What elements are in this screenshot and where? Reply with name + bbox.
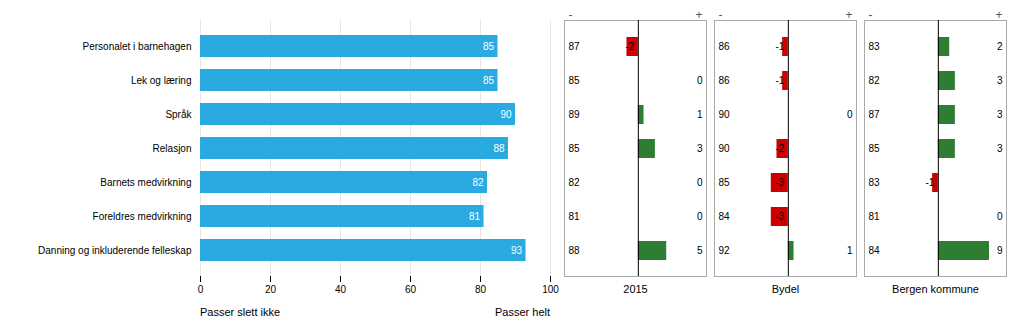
svg-text:+: + [845,8,852,22]
svg-text:-3: -3 [775,177,784,188]
svg-text:89: 89 [569,109,581,120]
svg-text:3: 3 [997,75,1003,86]
svg-text:92: 92 [719,245,731,256]
svg-text:87: 87 [869,109,881,120]
svg-text:Personalet i barnehagen: Personalet i barnehagen [83,41,192,52]
html-text:Passer helt: Passer helt [495,306,550,318]
svg-text:2: 2 [997,41,1003,52]
svg-text:-: - [719,8,723,22]
svg-text:0: 0 [997,211,1003,222]
svg-text:9: 9 [997,245,1003,256]
svg-text:82: 82 [869,75,881,86]
svg-text:+: + [695,8,702,22]
svg-text:100: 100 [542,284,559,295]
svg-text:Foreldres medvirkning: Foreldres medvirkning [93,211,192,222]
svg-text:85: 85 [719,177,731,188]
svg-text:85: 85 [569,143,581,154]
svg-text:-1: -1 [775,41,784,52]
svg-text:0: 0 [847,109,853,120]
svg-text:93: 93 [511,245,523,256]
svg-text:3: 3 [697,143,703,154]
svg-text:1: 1 [697,109,703,120]
svg-text:Bydel: Bydel [772,283,800,295]
svg-text:85: 85 [869,143,881,154]
svg-text:82: 82 [472,177,484,188]
svg-text:90: 90 [719,109,731,120]
svg-text:-3: -3 [775,211,784,222]
svg-text:20: 20 [265,284,277,295]
svg-text:+: + [995,8,1002,22]
svg-text:88: 88 [493,143,505,154]
svg-text:Relasjon: Relasjon [153,143,192,154]
svg-text:Lek og læring: Lek og læring [131,75,192,86]
svg-text:Barnets medvirkning: Barnets medvirkning [100,177,191,188]
svg-text:-1: -1 [925,177,934,188]
svg-text:1: 1 [847,245,853,256]
svg-text:85: 85 [569,75,581,86]
svg-text:-: - [869,8,873,22]
svg-text:5: 5 [697,245,703,256]
svg-text:85: 85 [483,75,495,86]
svg-text:88: 88 [569,245,581,256]
svg-text:84: 84 [869,245,881,256]
html-text:Passer slett ikke: Passer slett ikke [200,306,281,318]
svg-text:86: 86 [719,41,731,52]
svg-text:0: 0 [697,211,703,222]
svg-text:2015: 2015 [623,283,647,295]
svg-text:82: 82 [569,177,581,188]
svg-text:0: 0 [697,75,703,86]
svg-text:Språk: Språk [165,109,192,120]
svg-text:0: 0 [198,284,204,295]
svg-text:81: 81 [869,211,881,222]
svg-text:87: 87 [569,41,581,52]
svg-text:-2: -2 [775,143,784,154]
svg-text:3: 3 [997,109,1003,120]
svg-text:Bergen kommune: Bergen kommune [892,283,979,295]
svg-text:81: 81 [469,211,481,222]
svg-text:83: 83 [869,41,881,52]
svg-text:60: 60 [405,284,417,295]
svg-text:-2: -2 [625,41,634,52]
svg-text:90: 90 [500,109,512,120]
svg-text:3: 3 [997,143,1003,154]
svg-text:0: 0 [697,177,703,188]
svg-text:84: 84 [719,211,731,222]
svg-text:83: 83 [869,177,881,188]
svg-text:81: 81 [569,211,581,222]
svg-text:40: 40 [335,284,347,295]
svg-text:90: 90 [719,143,731,154]
svg-text:-: - [569,8,573,22]
svg-text:Danning og inkluderende felles: Danning og inkluderende felleskap [38,245,192,256]
svg-text:80: 80 [475,284,487,295]
svg-text:-1: -1 [775,75,784,86]
svg-text:86: 86 [719,75,731,86]
svg-text:85: 85 [483,41,495,52]
